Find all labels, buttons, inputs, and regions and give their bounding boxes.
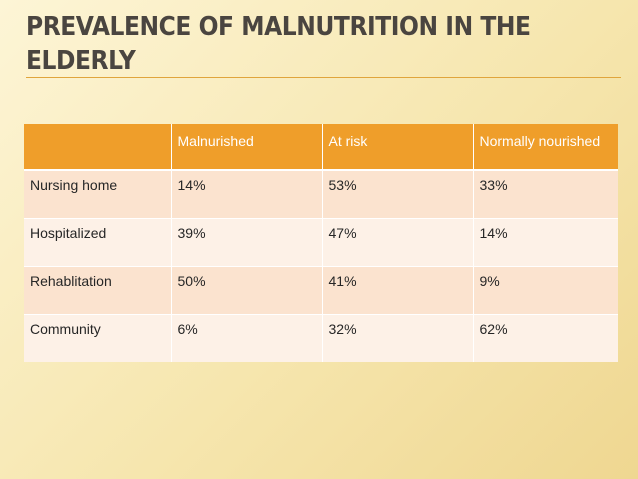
malnourished-cell: 39%	[170, 218, 322, 267]
table-header-row: Malnurished At risk Normally nourished	[24, 124, 618, 171]
header-cell-at-risk: At risk	[321, 124, 473, 171]
at-risk-cell: 32%	[321, 314, 473, 362]
normally-nourished-cell: 62%	[472, 314, 618, 362]
normally-nourished-cell: 33%	[472, 169, 618, 219]
malnourished-cell: 6%	[170, 314, 322, 362]
table-row: Community 6% 32% 62%	[24, 314, 618, 362]
table-row: Hospitalized 39% 47% 14%	[24, 218, 618, 267]
normally-nourished-cell: 14%	[472, 218, 618, 267]
table-row: Rehablitation 50% 41% 9%	[24, 266, 618, 315]
header-cell-malnourished: Malnurished	[170, 124, 322, 171]
slide-title: PREVALENCE OF MALNUTRITION IN THE ELDERL…	[26, 10, 557, 78]
row-label-cell: Nursing home	[24, 169, 171, 219]
row-label-cell: Hospitalized	[24, 218, 171, 267]
normally-nourished-cell: 9%	[472, 266, 618, 315]
malnourished-cell: 14%	[170, 169, 322, 219]
at-risk-cell: 47%	[321, 218, 473, 267]
header-cell-empty	[24, 124, 171, 171]
row-label-cell: Community	[24, 314, 171, 362]
slide-title-line-2: ELDERLY	[26, 46, 136, 76]
malnourished-cell: 50%	[170, 266, 322, 315]
header-cell-normally-nourished: Normally nourished	[472, 124, 618, 171]
at-risk-cell: 41%	[321, 266, 473, 315]
table-row: Nursing home 14% 53% 33%	[24, 169, 618, 219]
slide-title-line-1: PREVALENCE OF MALNUTRITION IN THE	[26, 12, 531, 42]
title-underline	[26, 77, 621, 78]
malnutrition-table: Malnurished At risk Normally nourished N…	[24, 124, 618, 362]
at-risk-cell: 53%	[321, 169, 473, 219]
row-label-cell: Rehablitation	[24, 266, 171, 315]
